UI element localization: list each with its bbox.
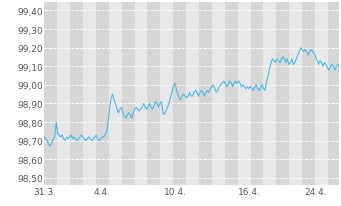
- Bar: [70, 3, 83, 185]
- Bar: [186, 3, 199, 185]
- Bar: [160, 3, 173, 185]
- Bar: [96, 3, 109, 185]
- Bar: [315, 3, 328, 185]
- Bar: [225, 3, 238, 185]
- Bar: [173, 3, 186, 185]
- Bar: [264, 3, 276, 185]
- Bar: [135, 3, 147, 185]
- Bar: [238, 3, 251, 185]
- Bar: [199, 3, 212, 185]
- Bar: [57, 3, 70, 185]
- Bar: [302, 3, 315, 185]
- Bar: [109, 3, 122, 185]
- Bar: [83, 3, 96, 185]
- Bar: [44, 3, 57, 185]
- Bar: [276, 3, 289, 185]
- Bar: [289, 3, 302, 185]
- Bar: [251, 3, 264, 185]
- Bar: [122, 3, 135, 185]
- Bar: [147, 3, 160, 185]
- Bar: [212, 3, 225, 185]
- Bar: [328, 3, 341, 185]
